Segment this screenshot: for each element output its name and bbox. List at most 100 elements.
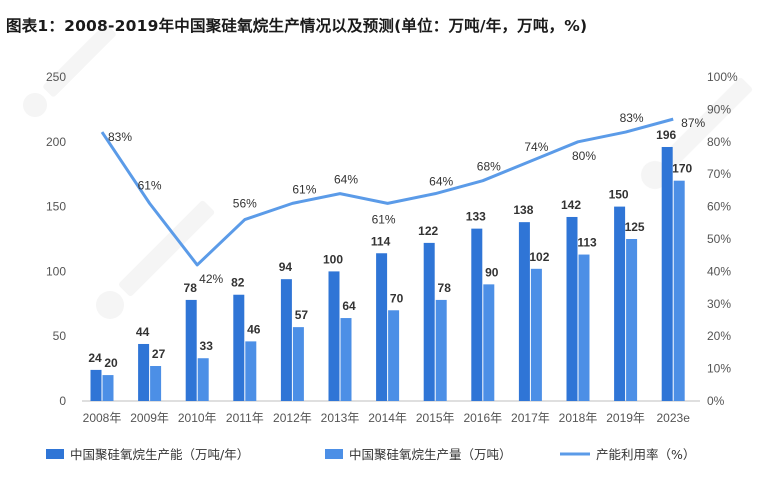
right-axis-tick: 50%: [707, 232, 731, 246]
capacity-bar: [280, 279, 292, 401]
utilization-value-label: 83%: [108, 130, 132, 144]
production-value-label: 90: [485, 265, 499, 279]
capacity-value-label: 114: [371, 234, 391, 248]
production-value-label: 70: [390, 291, 404, 305]
utilization-value-label: 61%: [372, 212, 396, 226]
capacity-value-label: 133: [466, 210, 486, 224]
utilization-value-label: 56%: [233, 197, 257, 211]
production-value-label: 57: [295, 308, 309, 322]
legend-capacity-label: 中国聚硅氧烷生产能（万吨/年）: [70, 447, 249, 462]
left-axis-tick: 200: [46, 135, 66, 149]
production-bar: [530, 268, 542, 401]
right-axis-tick: 30%: [707, 297, 731, 311]
chart-title: 图表1：2008-2019年中国聚硅氧烷生产情况以及预测(单位：万吨/年，万吨，…: [6, 17, 588, 35]
x-axis-tick: 2011年: [226, 411, 264, 425]
bars-group: [90, 146, 685, 401]
production-bar: [245, 341, 257, 401]
production-value-label: 170: [672, 162, 692, 176]
x-axis-tick: 2018年: [559, 411, 598, 425]
legend-utilization-label: 产能利用率（%）: [596, 447, 695, 462]
left-axis-tick: 250: [46, 70, 66, 84]
right-axis-tick: 10%: [707, 362, 731, 376]
production-bar: [435, 299, 447, 401]
utilization-value-label: 61%: [138, 178, 162, 192]
capacity-bar: [518, 222, 530, 401]
capacity-bar: [185, 299, 197, 401]
right-axis-tick: 60%: [707, 200, 731, 214]
production-bar: [578, 254, 590, 401]
utilization-value-label: 74%: [524, 140, 548, 154]
right-axis-tick: 20%: [707, 329, 731, 343]
x-axis-tick: 2015年: [416, 411, 455, 425]
production-value-label: 125: [625, 220, 645, 234]
x-axis-tick: 2017年: [511, 411, 550, 425]
utilization-value-label: 61%: [292, 182, 316, 196]
utilization-value-label: 87%: [681, 116, 705, 130]
x-axis-tick: 2016年: [463, 411, 502, 425]
capacity-value-label: 142: [561, 198, 581, 212]
capacity-bar: [328, 271, 340, 401]
legend-production-swatch: [325, 449, 343, 459]
capacity-value-label: 150: [609, 188, 629, 202]
capacity-bar: [423, 242, 435, 401]
x-axis-tick: 2010年: [178, 411, 217, 425]
production-value-label: 113: [577, 236, 597, 250]
capacity-value-label: 44: [136, 325, 150, 339]
x-axis-tick: 2012年: [273, 411, 312, 425]
capacity-bar: [233, 294, 245, 401]
right-axis-tick: 40%: [707, 264, 731, 278]
capacity-value-label: 82: [231, 276, 245, 290]
left-axis-tick: 50: [53, 329, 67, 343]
x-axis-tick: 2008年: [83, 411, 122, 425]
production-bar: [388, 310, 400, 401]
legend-production-label: 中国聚硅氧烷生产量（万吨）: [349, 447, 512, 462]
capacity-bar: [471, 228, 483, 401]
legend-capacity-swatch: [46, 449, 64, 459]
production-bar: [483, 284, 495, 401]
legend: 中国聚硅氧烷生产能（万吨/年） 中国聚硅氧烷生产量（万吨） 产能利用率（%）: [46, 447, 695, 462]
production-bar: [197, 358, 209, 401]
production-value-label: 102: [529, 250, 549, 264]
production-bar: [626, 239, 638, 401]
capacity-value-label: 78: [184, 281, 198, 295]
utilization-value-label: 80%: [572, 149, 596, 163]
utilization-value-label: 64%: [334, 173, 358, 187]
capacity-bar: [661, 146, 673, 401]
right-axis-tick: 80%: [707, 135, 731, 149]
production-bar: [102, 375, 114, 401]
production-value-label: 27: [152, 347, 166, 361]
production-value-label: 20: [104, 356, 118, 370]
x-axis-tick: 2014年: [368, 411, 407, 425]
capacity-value-label: 196: [656, 128, 676, 142]
left-axis-ticks: 0 50 100 150 200 250: [46, 70, 66, 408]
x-axis-tick: 2009年: [130, 411, 169, 425]
utilization-line: [100, 117, 674, 267]
utilization-line-group: 83% 61% 42% 56% 61% 64% 61% 64% 68% 74% 80% 83% 87%: [100, 111, 706, 286]
left-axis-tick: 100: [46, 264, 66, 278]
x-axis-tick: 2013年: [321, 411, 360, 425]
capacity-bar: [138, 343, 150, 401]
capacity-bar: [376, 253, 388, 401]
production-value-label: 33: [200, 339, 214, 353]
production-value-label: 78: [438, 281, 452, 295]
capacity-bar: [90, 369, 102, 401]
left-axis-tick: 150: [46, 200, 66, 214]
production-bar: [340, 318, 352, 401]
right-axis-tick: 90%: [707, 102, 731, 116]
capacity-value-label: 24: [88, 351, 102, 365]
production-bar: [673, 180, 685, 401]
left-axis-tick: 0: [59, 394, 66, 408]
utilization-value-label: 64%: [429, 175, 453, 189]
capacity-bar: [614, 206, 626, 401]
right-axis-tick: 100%: [707, 70, 738, 84]
production-value-label: 46: [247, 322, 261, 336]
capacity-value-label: 100: [323, 252, 343, 266]
right-axis-ticks: 0% 10% 20% 30% 40% 50% 60% 70% 80% 90% 100%: [707, 70, 738, 408]
x-axis-tick: 2023e: [657, 411, 691, 425]
capacity-value-label: 94: [279, 260, 293, 274]
capacity-value-label: 122: [418, 224, 438, 238]
utilization-value-label: 42%: [199, 272, 223, 286]
capacity-bar: [566, 216, 578, 401]
